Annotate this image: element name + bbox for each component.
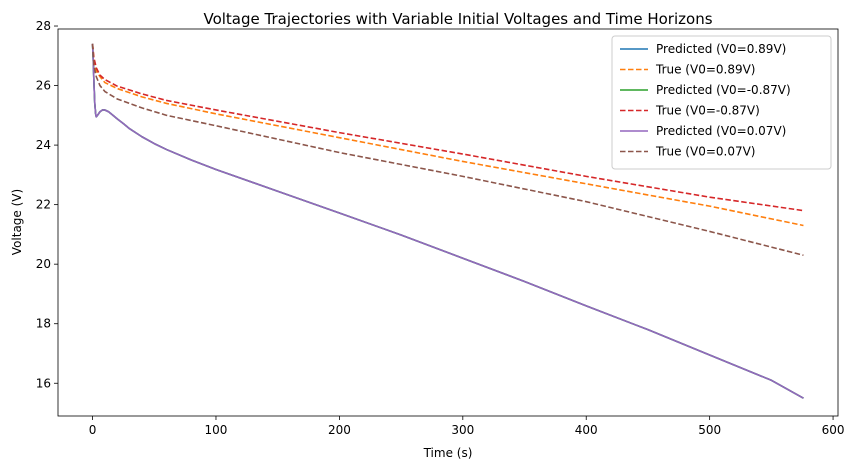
x-axis: 0 100 200 300 400 500 600	[89, 416, 845, 437]
legend-box	[611, 35, 832, 170]
y-tick-label: 20	[36, 257, 51, 271]
y-tick-label: 24	[36, 138, 51, 152]
x-tick-label: 600	[822, 423, 845, 437]
x-tick-label: 400	[575, 423, 598, 437]
x-tick-label: 500	[698, 423, 721, 437]
legend-label: Predicted (V0=0.89V)	[656, 42, 786, 56]
y-axis: 16 18 20 22 24 26 28	[36, 19, 58, 390]
y-tick-label: 18	[36, 317, 51, 331]
x-axis-label: Time (s)	[423, 446, 473, 460]
legend-label: True (V0=-0.87V)	[655, 104, 760, 118]
legend-label: True (V0=0.07V)	[655, 145, 756, 159]
x-tick-label: 200	[328, 423, 351, 437]
legend: Predicted (V0=0.89V) True (V0=0.89V) Predi…	[611, 35, 832, 170]
series-line-4	[91, 43, 804, 212]
legend-label: True (V0=0.89V)	[655, 63, 756, 77]
chart-title: Voltage Trajectories with Variable Initi…	[203, 10, 712, 28]
series-line-2	[91, 43, 804, 227]
y-axis-label: Voltage (V)	[10, 189, 24, 255]
legend-label: Predicted (V0=0.07V)	[656, 124, 786, 138]
y-tick-label: 22	[36, 198, 51, 212]
legend-label: Predicted (V0=-0.87V)	[656, 83, 791, 97]
series-layer	[91, 43, 804, 399]
y-tick-label: 26	[36, 79, 51, 93]
y-tick-label: 16	[36, 376, 51, 390]
y-tick-label: 28	[36, 19, 51, 33]
plot-frame	[57, 28, 839, 417]
x-tick-label: 100	[205, 423, 228, 437]
x-tick-label: 0	[89, 423, 97, 437]
x-tick-label: 300	[451, 423, 474, 437]
series-line-6	[91, 43, 804, 257]
series-line-5	[91, 43, 804, 399]
